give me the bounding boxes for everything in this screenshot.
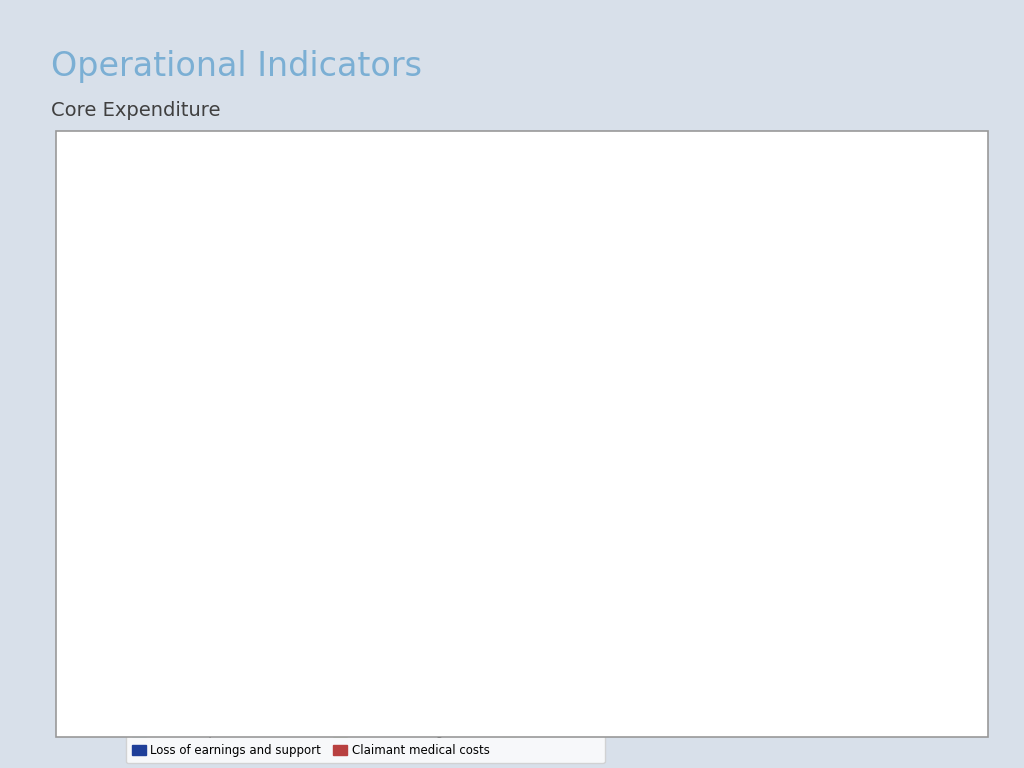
Bar — [486, 270, 509, 637]
Y-axis label: R'million: R'million — [56, 393, 71, 459]
Bar — [829, 458, 852, 637]
Bar — [647, 242, 670, 637]
Title: Composition of compensation: Composition of compensation — [403, 184, 682, 203]
Text: 8,595: 8,595 — [323, 260, 352, 270]
Bar — [808, 260, 829, 637]
Bar — [393, 601, 416, 637]
Text: 3,905: 3,905 — [217, 538, 227, 571]
Text: 9,369: 9,369 — [643, 227, 673, 237]
Bar — [166, 355, 188, 637]
Bar — [211, 472, 233, 637]
Bar — [531, 437, 554, 637]
Bar — [371, 431, 393, 637]
Bar — [874, 604, 897, 637]
Text: 20: 20 — [260, 624, 273, 634]
Bar — [670, 464, 692, 637]
Text: 8,685: 8,685 — [483, 257, 513, 266]
Text: 764: 764 — [240, 611, 249, 632]
Bar — [233, 605, 256, 637]
Text: 4,895: 4,895 — [377, 518, 387, 551]
Text: 26: 26 — [741, 624, 755, 634]
X-axis label: Financial year: Financial year — [482, 667, 603, 683]
Bar — [715, 605, 737, 637]
Text: 733: 733 — [560, 611, 570, 633]
Text: 26: 26 — [421, 624, 433, 634]
Bar — [509, 503, 531, 637]
Legend: Total Compensation, Loss of earnings and support, General damages, Claimant medi: Total Compensation, Loss of earnings and… — [126, 720, 604, 763]
Text: 8,948: 8,948 — [804, 245, 834, 255]
Bar — [897, 635, 920, 637]
Text: 785: 785 — [881, 610, 891, 632]
Bar — [554, 607, 577, 637]
Text: Operational Indicators: Operational Indicators — [51, 50, 422, 83]
Text: 4,751: 4,751 — [538, 521, 548, 554]
Text: 2,009: 2,009 — [195, 578, 205, 611]
Text: 24: 24 — [582, 624, 594, 634]
Bar — [692, 449, 715, 637]
Bar — [326, 274, 348, 637]
Text: 6,698: 6,698 — [162, 340, 191, 350]
Text: 2,827: 2,827 — [355, 561, 365, 594]
Text: 3,177: 3,177 — [515, 554, 525, 587]
Bar — [188, 553, 211, 637]
Text: 49: 49 — [902, 624, 914, 634]
Text: 4,263: 4,263 — [837, 531, 846, 564]
Text: 847: 847 — [399, 608, 410, 631]
Text: 3,851: 3,851 — [858, 540, 868, 573]
Text: 4,467: 4,467 — [698, 526, 709, 560]
Bar — [348, 518, 371, 637]
Text: Core Expenditure: Core Expenditure — [51, 101, 221, 121]
Text: 768: 768 — [721, 611, 730, 632]
Bar — [852, 475, 874, 637]
Text: 4,108: 4,108 — [676, 534, 686, 568]
